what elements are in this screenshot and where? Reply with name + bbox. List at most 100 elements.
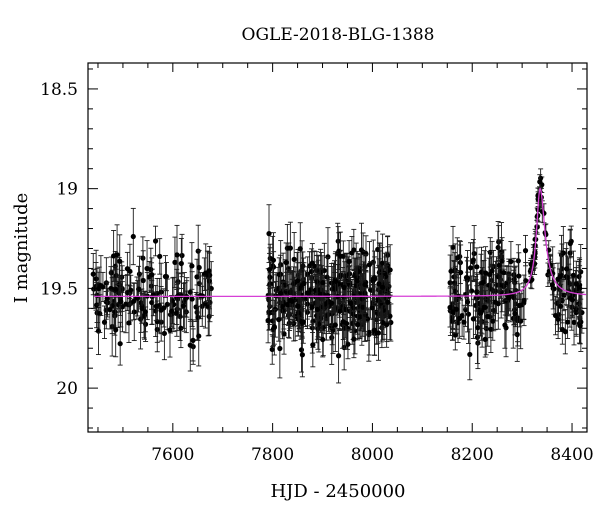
- data-point: [452, 332, 458, 338]
- data-point: [516, 273, 522, 279]
- x-tick-label: 8400: [550, 445, 593, 465]
- data-point: [105, 300, 111, 306]
- chart-title: OGLE-2018-BLG-1388: [242, 25, 435, 45]
- y-axis-ticks: 18.5 19 19.5 20: [40, 68, 587, 429]
- data-point: [357, 314, 363, 320]
- data-point: [280, 279, 286, 285]
- data-point: [567, 295, 573, 301]
- data-point: [277, 345, 283, 352]
- data-point: [346, 258, 352, 265]
- data-point: [195, 248, 201, 254]
- data-point: [366, 262, 373, 268]
- data-point: [470, 316, 476, 322]
- data-point: [483, 270, 489, 276]
- data-point: [113, 327, 119, 333]
- data-point: [118, 298, 124, 305]
- data-point: [161, 330, 167, 337]
- data-point: [107, 306, 113, 313]
- data-point: [571, 319, 577, 325]
- x-tick-label: 8200: [451, 445, 494, 465]
- data-point: [287, 297, 293, 303]
- data-point: [164, 301, 170, 308]
- data-point: [332, 322, 338, 328]
- data-point: [309, 260, 315, 266]
- data-point: [314, 306, 320, 313]
- data-point: [276, 316, 282, 323]
- data-point: [266, 266, 273, 273]
- data-point: [189, 296, 195, 302]
- data-point: [552, 312, 559, 319]
- data-point: [354, 278, 360, 284]
- data-point: [304, 290, 310, 296]
- data-point: [369, 305, 375, 311]
- data-point: [492, 299, 498, 305]
- data-point: [198, 293, 204, 299]
- data-point: [471, 250, 477, 257]
- data-point: [467, 265, 474, 271]
- data-point: [90, 271, 96, 277]
- data-point: [454, 255, 460, 261]
- data-point: [567, 240, 573, 247]
- data-point: [203, 270, 209, 276]
- data-point: [470, 257, 476, 263]
- data-point: [117, 341, 123, 347]
- data-point: [131, 309, 137, 315]
- data-point: [474, 289, 480, 295]
- data-point: [380, 284, 386, 290]
- data-point: [488, 277, 495, 284]
- data-point: [576, 284, 582, 290]
- data-point: [461, 319, 467, 325]
- data-point: [517, 302, 523, 308]
- data-point: [370, 276, 376, 282]
- data-point: [123, 301, 129, 307]
- data-point: [277, 290, 284, 296]
- y-axis-label: I magnitude: [11, 193, 32, 304]
- data-point: [103, 280, 109, 286]
- data-point: [187, 342, 193, 348]
- data-point: [480, 280, 486, 286]
- data-point: [266, 231, 272, 237]
- data-point: [114, 252, 120, 258]
- data-point: [174, 252, 180, 258]
- y-tick-label: 19.5: [40, 279, 78, 299]
- data-point: [271, 324, 277, 330]
- data-point: [450, 309, 456, 315]
- data-point: [384, 322, 390, 328]
- data-point: [128, 287, 134, 293]
- plot-frame: [87, 62, 588, 433]
- data-point: [320, 280, 326, 286]
- data-point: [298, 347, 305, 353]
- data-point: [98, 282, 104, 289]
- data-point: [345, 341, 351, 347]
- data-point: [564, 266, 570, 272]
- data-point: [537, 179, 543, 185]
- data-point: [142, 309, 148, 315]
- data-point: [196, 264, 202, 271]
- data-point: [570, 272, 577, 278]
- data-point: [367, 287, 374, 293]
- data-point: [353, 282, 359, 289]
- data-point: [365, 316, 371, 322]
- data-point: [299, 352, 305, 358]
- data-point: [511, 294, 517, 301]
- data-point: [329, 334, 335, 341]
- data-point: [515, 258, 521, 264]
- data-point: [153, 303, 159, 309]
- data-point: [335, 353, 342, 359]
- data-point: [475, 325, 481, 331]
- data-point: [325, 293, 331, 299]
- data-point: [265, 317, 271, 324]
- data-point: [344, 320, 350, 327]
- x-tick-label: 7600: [151, 445, 194, 465]
- data-point: [464, 299, 471, 305]
- data-point: [577, 323, 583, 329]
- data-point: [482, 336, 488, 342]
- data-point: [178, 325, 184, 331]
- data-point: [315, 326, 321, 332]
- data-point: [140, 277, 146, 284]
- data-point: [463, 274, 470, 281]
- data-point: [569, 304, 575, 310]
- data-point: [565, 319, 571, 325]
- data-point: [178, 260, 184, 267]
- data-point: [522, 248, 529, 254]
